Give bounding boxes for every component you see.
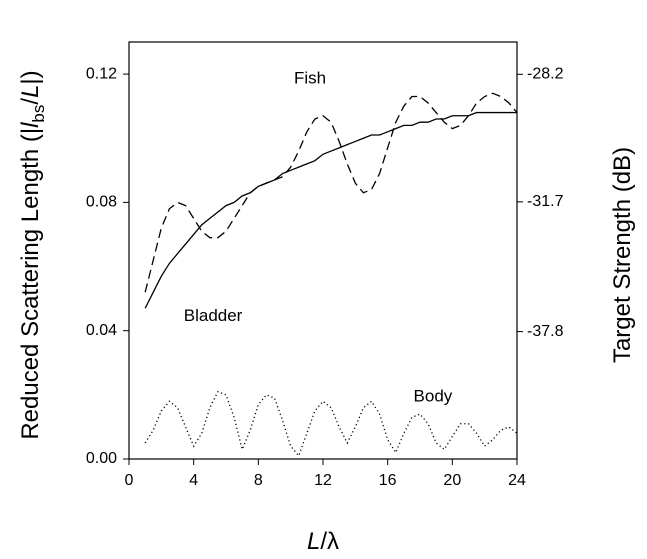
series-line: [144, 111, 517, 309]
plot-frame: [128, 41, 518, 460]
y-tick-label: 0.00: [86, 450, 117, 467]
series-label: Bladder: [184, 306, 243, 325]
y-label-part: l: [17, 122, 44, 128]
x-tick-label: 0: [125, 472, 134, 489]
y-label-part: |): [17, 70, 44, 84]
y-label-part: L: [17, 85, 44, 98]
y2-tick-label: -31.7: [527, 193, 564, 210]
x-label-part: L: [307, 528, 320, 555]
y-label-part: bs: [29, 105, 48, 123]
series-line: [144, 92, 518, 293]
x-tick-label: 20: [443, 472, 461, 489]
y-label-part: Reduced Scattering Length (|: [17, 128, 44, 440]
x-tick-label: 16: [379, 472, 397, 489]
y-axis-label: Reduced Scattering Length (|lbs/L|): [17, 70, 48, 439]
series-line: [144, 390, 518, 458]
y2-tick-label: -37.8: [527, 323, 564, 340]
y-tick-label: 0.08: [86, 194, 117, 211]
x-label-part: /λ: [320, 528, 339, 555]
x-axis-label: L/λ: [307, 528, 339, 555]
x-tick-label: 4: [189, 472, 198, 489]
y2-axis-label: Target Strength (dB): [609, 147, 636, 363]
y-tick-label: 0.04: [86, 322, 117, 339]
x-tick-label: 24: [508, 472, 526, 489]
y-label-part: /: [17, 98, 44, 105]
x-tick-label: 8: [254, 472, 263, 489]
y-tick-label: 0.12: [86, 65, 117, 82]
series-label: Body: [414, 386, 453, 405]
x-tick-label: 12: [314, 472, 332, 489]
y2-tick-label: -28.2: [527, 66, 564, 83]
series-label: Fish: [294, 69, 326, 88]
